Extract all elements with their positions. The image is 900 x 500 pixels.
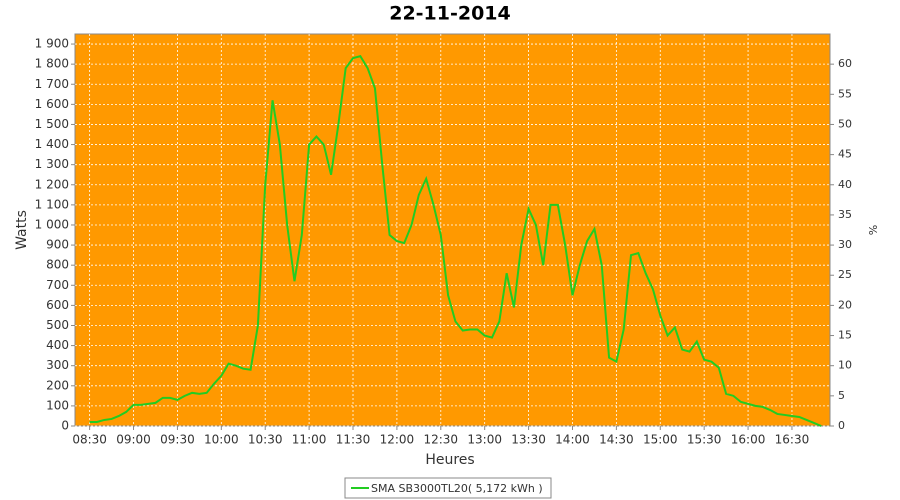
chart-title: 22-11-2014 <box>389 3 511 25</box>
x-axis-label: Heures <box>425 452 474 468</box>
x-tick-label: 09:30 <box>160 433 195 447</box>
y-tick-label: 400 <box>46 338 69 352</box>
y2-tick-label: 0 <box>838 419 845 432</box>
x-tick-label: 11:30 <box>336 433 371 447</box>
x-tick-label: 14:00 <box>555 433 590 447</box>
y2-tick-label: 60 <box>838 57 852 70</box>
legend-box <box>344 477 552 499</box>
y-tick-label: 1 500 <box>35 117 69 131</box>
y-tick-label: 600 <box>46 298 69 312</box>
y2-tick-label: 25 <box>838 268 852 281</box>
x-tick-label: 10:30 <box>248 433 283 447</box>
y-tick-label: 1 000 <box>35 217 69 231</box>
y-tick-label: 1 100 <box>35 197 69 211</box>
y-tick-label: 100 <box>46 398 69 412</box>
x-tick-label: 15:00 <box>643 433 678 447</box>
y2-tick-label: 5 <box>838 389 845 402</box>
y2-axis-label: % <box>866 225 879 235</box>
y-tick-label: 800 <box>46 258 69 272</box>
y-tick-label: 700 <box>46 278 69 292</box>
y-tick-label: 1 900 <box>35 37 69 51</box>
x-tick-label: 12:00 <box>380 433 415 447</box>
y2-tick-label: 15 <box>838 329 852 342</box>
x-tick-label: 11:00 <box>292 433 327 447</box>
line-series <box>89 54 822 427</box>
y-tick-label: 1 200 <box>35 177 69 191</box>
y2-tick-label: 50 <box>838 117 852 130</box>
y2-tick-label: 20 <box>838 298 852 311</box>
x-tick-label: 09:00 <box>116 433 151 447</box>
y-tick-label: 500 <box>46 318 69 332</box>
x-tick-label: 15:30 <box>687 433 722 447</box>
legend-label: SMA SB3000TL20( 5,172 kWh ) <box>371 482 543 495</box>
y-tick-label: 900 <box>46 238 69 252</box>
y-tick-label: 1 800 <box>35 57 69 71</box>
y2-tick-label: 35 <box>838 208 852 221</box>
y-tick-label: 1 300 <box>35 157 69 171</box>
x-tick-label: 16:00 <box>731 433 766 447</box>
y2-tick-label: 10 <box>838 359 852 372</box>
x-tick-label: 13:00 <box>467 433 502 447</box>
y-tick-label: 1 700 <box>35 77 69 91</box>
x-tick-label: 10:00 <box>204 433 239 447</box>
x-tick-label: 13:30 <box>511 433 546 447</box>
x-tick-label: 12:30 <box>423 433 458 447</box>
y-tick-label: 300 <box>46 358 69 372</box>
y2-tick-label: 55 <box>838 87 852 100</box>
y-tick-label: 1 600 <box>35 97 69 111</box>
y-tick-label: 200 <box>46 378 69 392</box>
y-axis-label: Watts <box>14 210 30 250</box>
x-tick-label: 16:30 <box>775 433 810 447</box>
y2-tick-label: 30 <box>838 238 852 251</box>
x-tick-label: 08:30 <box>72 433 107 447</box>
y2-tick-label: 40 <box>838 178 852 191</box>
y-tick-label: 1 400 <box>35 137 69 151</box>
y-tick-label: 0 <box>61 419 69 433</box>
x-tick-label: 14:30 <box>599 433 634 447</box>
y2-tick-label: 45 <box>838 148 852 161</box>
